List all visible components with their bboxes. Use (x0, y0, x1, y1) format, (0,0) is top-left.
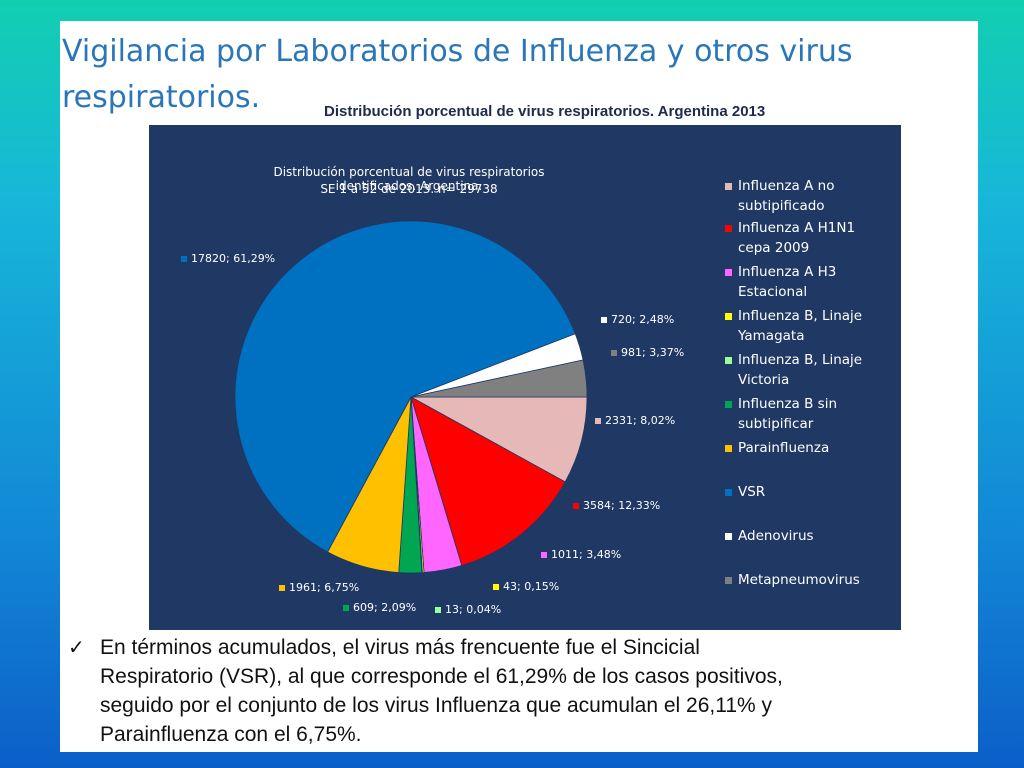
legend-swatch (725, 313, 732, 320)
data-label-swatch (343, 605, 349, 611)
legend-label: Influenza B, Linaje Yamagata (738, 308, 863, 344)
legend-item: VSR (725, 482, 901, 502)
legend-label: Influenza A H1N1 cepa 2009 (738, 220, 856, 256)
legend-label: Influenza A H3 Estacional (738, 264, 837, 300)
chart-inner-subtitle: SE 1 a 52 de 2013. n= 29738 (320, 182, 498, 196)
legend-item: Adenovirus (725, 526, 901, 546)
chart-heading: Distribución porcentual de virus respira… (324, 103, 766, 120)
data-label-swatch (611, 350, 617, 356)
chart-panel: 2331; 8,02% 3584; 12,33% 1011; 3,48% 43; 0,… (149, 125, 901, 630)
data-label: 981; 3,37% (621, 346, 684, 359)
legend-item: Influenza B, Linaje Victoria (725, 350, 901, 390)
legend-label: Influenza A no subtipificado (738, 178, 835, 214)
legend-swatch (725, 577, 732, 584)
data-label-swatch (435, 607, 441, 613)
legend-label: Parainfluenza (738, 440, 830, 456)
slide-title: Vigilancia por Laboratorios de Influenza… (62, 34, 853, 115)
data-label: 13; 0,04% (445, 603, 501, 616)
pie-slice (234, 220, 576, 553)
legend-item: Influenza A H1N1 cepa 2009 (725, 218, 901, 258)
legend-label: VSR (738, 484, 766, 500)
legend-label: Influenza B sin subtipificar (738, 396, 838, 432)
legend-swatch (725, 445, 732, 452)
data-label: 609; 2,09% (353, 601, 416, 614)
data-label-swatch (541, 552, 547, 558)
data-label: 2331; 8,02% (605, 414, 675, 427)
legend-swatch (725, 533, 732, 540)
legend-label: Adenovirus (738, 528, 814, 544)
legend-label: Metapneumovirus (738, 572, 860, 588)
pie-slice (410, 359, 588, 398)
data-label: 1961; 6,75% (289, 581, 359, 594)
data-label: 43; 0,15% (503, 580, 559, 593)
legend-item: Influenza A H3 Estacional (725, 262, 901, 302)
legend-swatch (725, 269, 732, 276)
data-label-swatch (601, 317, 607, 323)
data-label-swatch (279, 585, 285, 591)
checkmark-icon: ✓ (68, 635, 85, 659)
pie-chart: 2331; 8,02% 3584; 12,33% 1011; 3,48% 43; 0,… (181, 220, 684, 616)
legend-item: Influenza B sin subtipificar (725, 394, 901, 434)
legend-swatch (725, 489, 732, 496)
data-label: 720; 2,48% (611, 313, 674, 326)
legend-swatch (725, 225, 732, 232)
data-label-swatch (181, 256, 187, 262)
data-label-swatch (573, 503, 579, 509)
legend-swatch (725, 183, 732, 190)
legend-item: Influenza B, Linaje Yamagata (725, 306, 901, 346)
legend-swatch (725, 401, 732, 408)
legend-item: Parainfluenza (725, 438, 901, 458)
data-label: 1011; 3,48% (551, 548, 621, 561)
data-label: 3584; 12,33% (583, 499, 660, 512)
pie-slice (410, 396, 588, 483)
legend-label: Influenza B, Linaje Victoria (738, 352, 863, 388)
data-label-swatch (595, 418, 601, 424)
chart-inner-title: Distribución porcentual de virus respira… (273, 165, 545, 193)
pie-slice (410, 396, 566, 567)
data-label: 17820; 61,29% (191, 252, 275, 265)
data-label-swatch (493, 584, 499, 590)
legend-item: Influenza A no subtipificado (725, 176, 901, 216)
summary-text: En términos acumulados, el virus más fre… (100, 636, 783, 746)
legend-item: Metapneumovirus (725, 570, 901, 590)
slide: Vigilancia por Laboratorios de Influenza… (60, 21, 978, 752)
legend-swatch (725, 357, 732, 364)
